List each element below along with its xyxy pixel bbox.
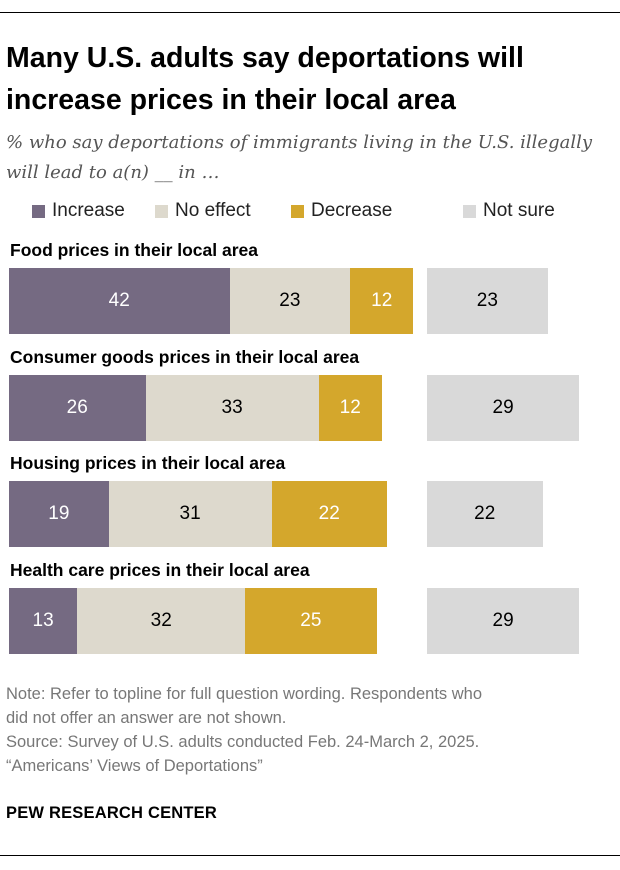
legend-item-no-effect: No effect xyxy=(155,200,251,222)
chart-legend: Increase No effect Decrease Not sure xyxy=(0,200,620,222)
legend-swatch-increase xyxy=(32,204,45,218)
data-label-decrease-row-3: 22 xyxy=(318,503,340,524)
bar-no-effect-row-1: 23 xyxy=(229,268,351,334)
legend-swatch-no-effect xyxy=(155,204,168,218)
bar-increase-row-1: 42 xyxy=(9,268,230,334)
bar-no-effect-row-3: 31 xyxy=(108,481,272,547)
row-label-1: Food prices in their local area xyxy=(10,240,258,260)
data-label-decrease-row-2: 12 xyxy=(339,396,361,418)
data-label-decrease-row-4: 25 xyxy=(300,609,322,631)
bar-no-effect-row-4: 32 xyxy=(77,587,246,654)
top-rule xyxy=(0,12,620,13)
legend-item-not-sure: Not sure xyxy=(463,200,555,222)
data-label-increase-row-2: 26 xyxy=(66,396,88,418)
bar-increase-row-4: 13 xyxy=(9,587,78,654)
note-line-3: Source: Survey of U.S. adults conducted … xyxy=(6,733,480,751)
data-label-not-sure-row-1: 23 xyxy=(476,290,498,311)
data-label-increase-row-3: 19 xyxy=(48,503,70,524)
bar-increase-row-3: 19 xyxy=(9,481,109,547)
row-label-3: Housing prices in their local area xyxy=(10,453,286,473)
legend-label-no-effect: No effect xyxy=(175,200,251,221)
legend-item-increase: Increase xyxy=(32,200,125,222)
data-label-no-effect-row-2: 33 xyxy=(221,396,243,418)
chart-note: Note: Refer to topline for full question… xyxy=(6,682,606,778)
note-line-4: “Americans’ Views of Deportations” xyxy=(6,757,263,775)
bar-not-sure-row-2: 29 xyxy=(427,374,580,441)
data-label-not-sure-row-2: 29 xyxy=(492,396,514,418)
data-label-increase-row-4: 13 xyxy=(32,609,54,631)
chart-title: Many U.S. adults say deportations will i… xyxy=(6,42,524,116)
bar-not-sure-row-3: 22 xyxy=(427,481,543,547)
row-label-4: Health care prices in their local area xyxy=(10,559,310,580)
chart-subtitle: % who say deportations of immigrants liv… xyxy=(6,132,593,183)
data-label-increase-row-1: 42 xyxy=(108,290,130,311)
data-label-no-effect-row-1: 23 xyxy=(279,290,301,311)
data-label-not-sure-row-4: 29 xyxy=(492,609,514,631)
bar-decrease-row-3: 22 xyxy=(271,481,387,547)
row-label-2: Consumer goods prices in their local are… xyxy=(10,346,360,367)
bar-no-effect-row-2: 33 xyxy=(145,374,319,441)
bar-decrease-row-4: 25 xyxy=(245,587,377,654)
legend-swatch-decrease xyxy=(291,204,304,218)
bar-increase-row-2: 26 xyxy=(9,374,146,441)
bar-decrease-row-1: 12 xyxy=(350,268,414,334)
data-label-no-effect-row-3: 31 xyxy=(179,503,201,524)
data-label-no-effect-row-4: 32 xyxy=(150,609,172,631)
bar-not-sure-row-1: 23 xyxy=(427,268,548,334)
note-line-1: Note: Refer to topline for full question… xyxy=(6,685,483,703)
bar-not-sure-row-4: 29 xyxy=(427,587,580,654)
source-org: PEW RESEARCH CENTER xyxy=(6,804,217,822)
note-line-2: did not offer an answer are not shown. xyxy=(6,709,287,727)
legend-item-decrease: Decrease xyxy=(291,200,392,222)
data-label-decrease-row-1: 12 xyxy=(371,290,393,311)
legend-swatch-not-sure xyxy=(463,204,476,218)
legend-label-increase: Increase xyxy=(52,200,125,221)
legend-label-not-sure: Not sure xyxy=(483,200,555,221)
bottom-rule xyxy=(0,855,620,856)
bar-decrease-row-2: 12 xyxy=(318,374,382,441)
data-label-not-sure-row-3: 22 xyxy=(474,503,496,524)
legend-label-decrease: Decrease xyxy=(311,200,393,221)
